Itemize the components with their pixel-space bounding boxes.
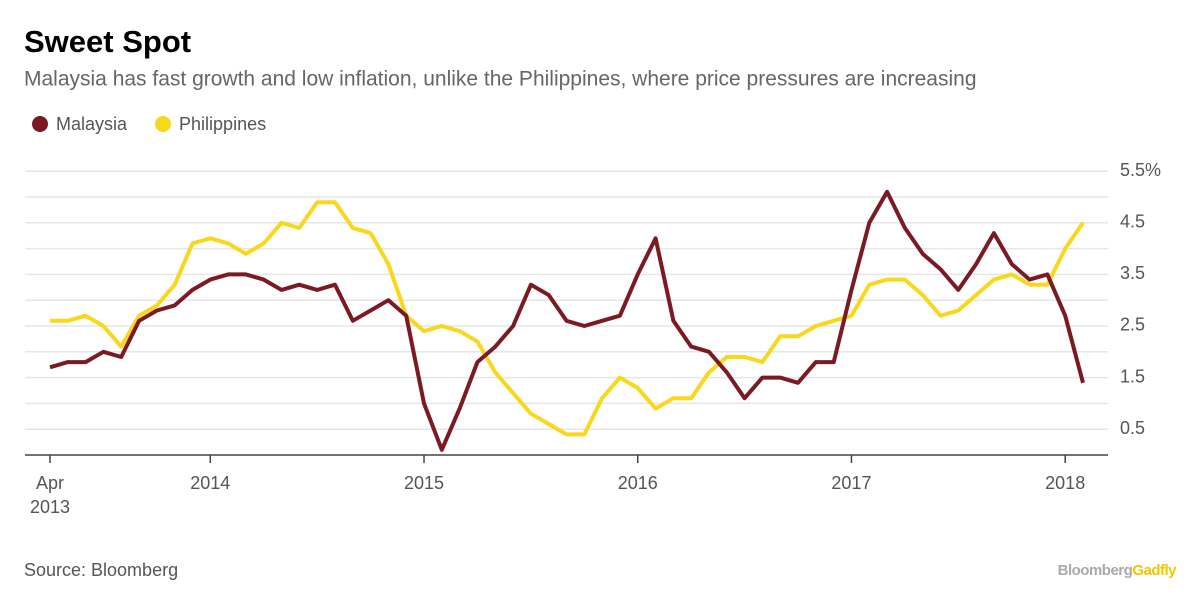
x-tick-label: 2016	[617, 473, 658, 493]
legend-label: Malaysia	[56, 114, 128, 134]
y-tick-label: 2.5	[1120, 315, 1145, 335]
y-tick-label: 5.5%	[1120, 160, 1161, 180]
brand-name: Bloomberg	[1058, 562, 1133, 579]
line-series	[50, 200, 1085, 437]
x-tick-label: 2015	[403, 473, 445, 493]
brand-suffix: Gadfly	[1132, 562, 1177, 579]
y-tick-label: 1.5	[1120, 366, 1145, 386]
y-tick-label: 3.5	[1120, 263, 1145, 283]
y-tick-label: 0.5	[1120, 418, 1145, 438]
chart-title: Sweet Spot	[24, 24, 191, 59]
legend-marker	[155, 116, 172, 132]
x-tick-label: Apr 2013	[29, 473, 71, 517]
legend-label: Philippines	[179, 114, 266, 134]
line-series	[49, 189, 1085, 452]
y-tick-label: 4.5	[1120, 212, 1145, 232]
legend-marker	[32, 116, 48, 132]
chart-subtitle: Malaysia has fast growth and low inflati…	[24, 68, 977, 91]
x-tick-label: 2014	[190, 473, 231, 493]
x-tick-label: 2017	[831, 473, 872, 493]
brand: BloombergGadfly	[1058, 562, 1178, 579]
x-tick-label: 2018	[1045, 473, 1086, 493]
source: Source: Bloomberg	[24, 560, 178, 580]
